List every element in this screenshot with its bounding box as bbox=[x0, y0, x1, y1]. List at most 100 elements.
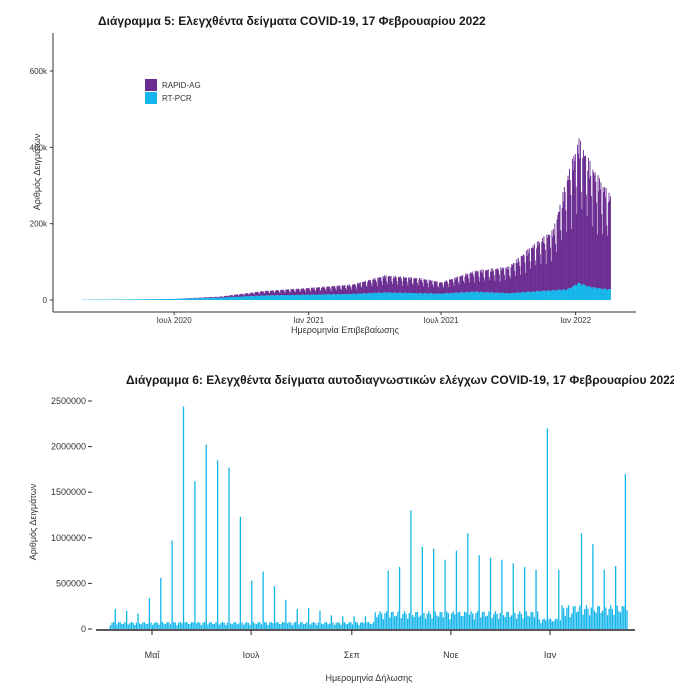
bar-self-test bbox=[281, 622, 284, 629]
bar-rapid-ag bbox=[208, 297, 210, 298]
bar-rt-pcr bbox=[577, 283, 579, 300]
bar-rt-pcr bbox=[474, 291, 476, 300]
bar-rt-pcr bbox=[177, 298, 178, 300]
bar-rt-pcr bbox=[272, 295, 274, 300]
bar-rapid-ag bbox=[217, 297, 219, 298]
bar-rt-pcr bbox=[519, 292, 521, 300]
bar-rt-pcr bbox=[421, 293, 423, 300]
bar-rapid-ag bbox=[277, 290, 279, 296]
bar-rt-pcr bbox=[221, 297, 223, 300]
bar-rt-pcr bbox=[448, 293, 450, 300]
bar-rt-pcr bbox=[476, 291, 478, 300]
bar-self-test bbox=[558, 569, 560, 629]
bar-self-test bbox=[421, 546, 423, 629]
bar-rapid-ag bbox=[288, 289, 290, 296]
bar-rapid-ag bbox=[457, 276, 459, 293]
bar-rt-pcr bbox=[599, 288, 601, 300]
bar-rt-pcr bbox=[213, 297, 215, 300]
bar-rt-pcr bbox=[459, 292, 461, 300]
bar-rapid-ag bbox=[373, 278, 374, 293]
bar-self-test bbox=[533, 617, 536, 629]
bar-rt-pcr bbox=[458, 293, 460, 300]
bar-rapid-ag bbox=[430, 280, 432, 294]
bar-rapid-ag bbox=[517, 257, 519, 293]
bar-rt-pcr bbox=[238, 297, 240, 300]
bar-rapid-ag bbox=[335, 290, 337, 295]
bar-rt-pcr bbox=[375, 292, 377, 300]
bar-rapid-ag bbox=[532, 245, 534, 292]
bar-rapid-ag bbox=[371, 286, 373, 294]
bar-rapid-ag bbox=[350, 287, 352, 295]
bar-self-test bbox=[450, 613, 453, 629]
bar-rapid-ag bbox=[291, 289, 293, 295]
bar-rt-pcr bbox=[206, 298, 208, 300]
bar-rt-pcr bbox=[367, 293, 369, 300]
bar-rapid-ag bbox=[283, 289, 285, 296]
bar-rt-pcr bbox=[150, 299, 152, 300]
bar-rapid-ag bbox=[225, 296, 227, 298]
bar-rapid-ag bbox=[243, 295, 245, 297]
bar-rt-pcr bbox=[498, 292, 500, 300]
bar-rt-pcr bbox=[147, 299, 149, 300]
bar-rt-pcr bbox=[278, 295, 280, 300]
bar-rt-pcr bbox=[327, 294, 329, 300]
bar-self-test bbox=[545, 620, 547, 629]
bar-rt-pcr bbox=[365, 293, 367, 300]
bar-rt-pcr bbox=[390, 292, 392, 300]
bar-rt-pcr bbox=[361, 294, 363, 300]
bar-rt-pcr bbox=[197, 298, 199, 300]
bar-rapid-ag bbox=[445, 282, 447, 294]
bar-rt-pcr bbox=[461, 292, 463, 300]
bar-rt-pcr bbox=[196, 298, 198, 300]
bar-rt-pcr bbox=[471, 291, 472, 300]
bar-rt-pcr bbox=[373, 292, 375, 300]
bar-self-test bbox=[476, 611, 479, 629]
bar-rt-pcr bbox=[388, 292, 390, 300]
bar-self-test bbox=[564, 615, 566, 629]
bar-rt-pcr bbox=[509, 293, 511, 300]
bar-rt-pcr bbox=[590, 286, 592, 300]
bar-rapid-ag bbox=[587, 170, 589, 286]
bar-rapid-ag bbox=[487, 270, 489, 293]
bar-rapid-ag bbox=[603, 192, 605, 289]
bar-rt-pcr bbox=[502, 292, 504, 300]
bar-self-test bbox=[420, 615, 422, 629]
bar-rapid-ag bbox=[370, 283, 372, 294]
bar-self-test bbox=[616, 605, 618, 629]
bar-rt-pcr bbox=[541, 290, 543, 300]
bar-rt-pcr bbox=[188, 298, 189, 300]
bar-self-test bbox=[127, 624, 129, 629]
bar-rt-pcr bbox=[228, 297, 230, 300]
bar-rapid-ag bbox=[605, 188, 607, 289]
bar-rapid-ag bbox=[247, 293, 249, 297]
bar-rt-pcr bbox=[384, 292, 386, 300]
bar-rt-pcr bbox=[239, 296, 241, 300]
bar-rt-pcr bbox=[237, 296, 239, 300]
bar-rapid-ag bbox=[422, 286, 424, 294]
bar-rapid-ag bbox=[495, 268, 497, 293]
bar-rt-pcr bbox=[530, 292, 532, 300]
bar-rapid-ag bbox=[337, 286, 339, 295]
bar-self-test bbox=[582, 614, 584, 629]
bar-rapid-ag bbox=[437, 286, 439, 294]
bar-rt-pcr bbox=[416, 293, 418, 300]
bar-rt-pcr bbox=[174, 298, 176, 300]
bar-rt-pcr bbox=[333, 294, 335, 300]
bar-self-test bbox=[551, 621, 553, 629]
bar-rt-pcr bbox=[146, 299, 148, 300]
bar-rapid-ag bbox=[394, 277, 396, 293]
bar-self-test bbox=[577, 611, 579, 629]
bar-rt-pcr bbox=[456, 292, 458, 300]
bar-self-test bbox=[478, 555, 480, 629]
x-tick-label: Ιαν bbox=[544, 650, 557, 660]
bar-rapid-ag bbox=[610, 196, 611, 290]
bar-rt-pcr bbox=[600, 288, 602, 300]
bar-rapid-ag bbox=[215, 296, 217, 298]
bar-self-test bbox=[374, 612, 376, 629]
bar-rapid-ag bbox=[248, 294, 250, 297]
bar-rapid-ag bbox=[286, 289, 288, 296]
bar-self-test bbox=[574, 606, 576, 629]
bar-rapid-ag bbox=[301, 288, 303, 295]
bar-rt-pcr bbox=[495, 292, 497, 300]
bar-rt-pcr bbox=[325, 294, 327, 300]
